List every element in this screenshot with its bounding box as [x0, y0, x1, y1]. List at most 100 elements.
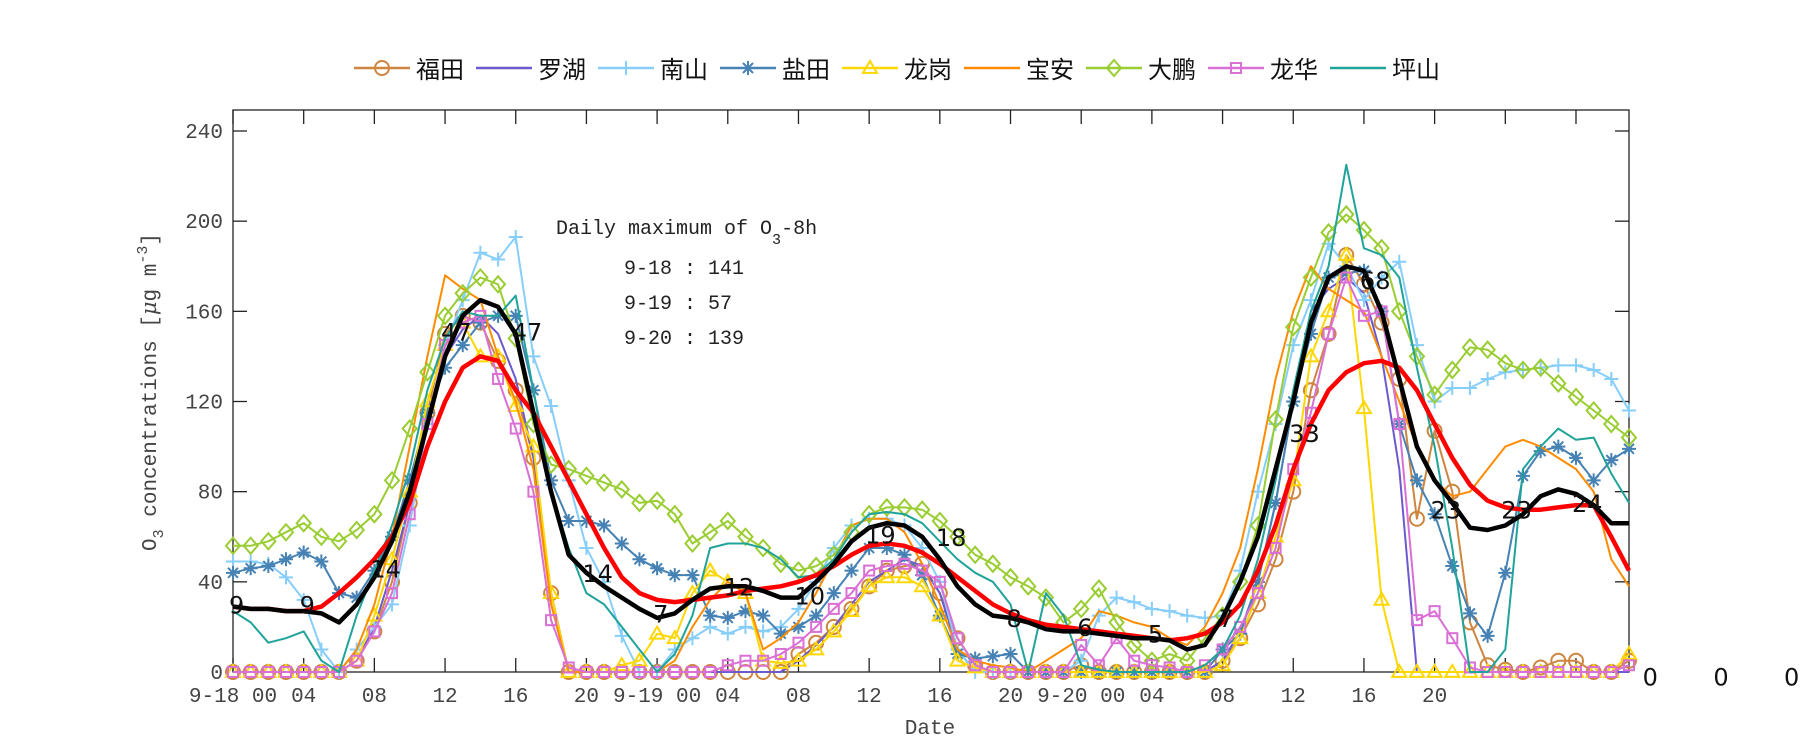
star-marker — [1409, 473, 1424, 488]
plus-marker — [526, 349, 541, 364]
triangle-marker — [1355, 399, 1373, 415]
x-tick-label: 16 — [927, 686, 952, 709]
diamond-marker — [489, 274, 507, 294]
triangle-marker — [1319, 302, 1338, 318]
plus-marker — [1162, 604, 1177, 619]
legend-label: 坪山 — [1392, 56, 1440, 84]
square-marker — [1569, 666, 1582, 678]
plus-marker — [1109, 590, 1124, 605]
data-label: 68 — [1360, 267, 1391, 295]
star-marker — [1445, 559, 1460, 574]
data-label: 33 — [1289, 420, 1320, 448]
x-tick-label: 08 — [786, 686, 811, 709]
legend-item: 大鹏 — [1084, 50, 1196, 85]
plus-marker — [508, 229, 523, 244]
legend-swatch — [476, 66, 532, 69]
diamond-marker — [295, 513, 313, 533]
square-marker — [386, 587, 399, 600]
data-label: 0 — [1784, 664, 1799, 692]
square-marker — [545, 614, 558, 627]
data-label: 0 — [1713, 664, 1728, 692]
square-marker — [633, 666, 646, 678]
diamond-marker — [719, 511, 737, 531]
data-label: 5 — [1148, 621, 1163, 649]
square-marker — [527, 485, 540, 498]
square-marker — [721, 659, 734, 672]
plus-marker — [1374, 270, 1389, 285]
star-marker — [1462, 606, 1477, 621]
y-tick-label: 240 — [185, 122, 223, 145]
diamond-marker — [472, 268, 489, 288]
data-label: 10 — [794, 582, 825, 610]
diamond-marker — [1302, 268, 1320, 288]
star-marker — [1003, 646, 1018, 661]
square-marker — [1269, 542, 1282, 555]
star-marker — [773, 626, 788, 641]
diamond-marker — [366, 504, 383, 524]
plus-marker — [1462, 380, 1477, 395]
square-marker — [704, 666, 717, 678]
x-tick-label: 16 — [1351, 686, 1376, 709]
plus-marker — [1568, 358, 1583, 373]
diamond-marker — [595, 473, 613, 493]
diamond-marker — [701, 522, 719, 542]
square-marker — [1198, 659, 1211, 672]
textbox-title: Daily maximum of O3-8h — [556, 218, 817, 249]
square-marker — [845, 587, 858, 600]
diamond-marker — [507, 328, 525, 348]
square-marker — [1322, 327, 1335, 340]
plus-marker — [1622, 403, 1636, 418]
legend-swatch — [720, 60, 776, 75]
diamond-marker — [631, 493, 648, 513]
square-marker — [898, 557, 911, 570]
star-marker — [1533, 444, 1548, 459]
star-marker — [720, 610, 735, 625]
x-tick-label: 20 — [1422, 686, 1447, 709]
triangle-marker — [895, 568, 914, 584]
plus-marker — [473, 245, 488, 260]
x-tick-label: 04 — [1139, 686, 1164, 709]
plus-marker — [1286, 338, 1301, 353]
triangle-marker — [1461, 663, 1479, 678]
square-marker — [651, 666, 664, 678]
diamond-marker — [224, 536, 242, 556]
star-marker — [455, 338, 470, 353]
star-marker — [614, 536, 629, 551]
data-label: 18 — [936, 524, 967, 552]
diamond-marker — [419, 362, 436, 382]
series-line — [232, 264, 1629, 652]
y-tick-label: 0 — [210, 663, 223, 686]
square-marker — [933, 575, 946, 588]
triangle-marker — [418, 392, 437, 408]
data-label: 19 — [865, 522, 896, 550]
plus-marker — [1480, 371, 1495, 386]
triangle-marker — [789, 651, 808, 667]
legend-label: 南山 — [660, 56, 708, 84]
plus-marker — [619, 60, 633, 75]
star-marker — [741, 60, 755, 75]
triangle-marker — [842, 602, 861, 618]
diamond-marker — [666, 504, 684, 524]
series-station — [226, 229, 1636, 679]
annotation-layer: 9 9 14 47 47 14 7 12 10 19 18 8 6 5 7 33 68 23 23 24 0 0 0 — [229, 267, 1799, 692]
triangle-marker — [1390, 663, 1409, 678]
star-marker — [667, 568, 682, 583]
square-marker — [280, 666, 293, 678]
data-label: 0 — [1643, 664, 1658, 692]
square-marker — [757, 654, 770, 667]
data-label: 9 — [300, 591, 315, 619]
star-marker — [279, 552, 294, 567]
star-marker — [632, 552, 647, 567]
triangle-marker — [1408, 663, 1426, 678]
y-tick-label: 80 — [198, 483, 223, 506]
legend-label: 龙岗 — [904, 56, 952, 84]
triangle-marker — [1231, 629, 1249, 645]
plus-marker — [1586, 362, 1601, 377]
square-marker — [1340, 271, 1353, 284]
star-marker — [1568, 450, 1583, 465]
triangle-marker — [948, 651, 967, 667]
y-tick-label: 40 — [198, 573, 223, 596]
data-label: 23 — [1501, 497, 1532, 525]
data-label: 23 — [1431, 497, 1462, 525]
